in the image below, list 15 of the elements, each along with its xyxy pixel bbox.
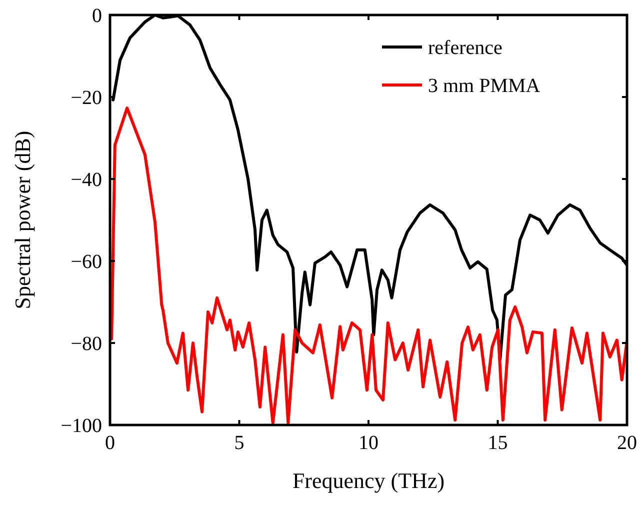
y-tick-label: −60 [70,251,102,273]
legend-label: 3 mm PMMA [428,75,541,97]
y-tick-label: 0 [92,5,102,27]
y-axis-title: Spectral power (dB) [10,130,35,310]
legend-label: reference [428,37,502,59]
x-tick-label: 15 [488,432,508,454]
x-axis-title: Frequency (THz) [292,468,445,493]
y-tick-label: −80 [70,333,102,355]
x-tick-label: 10 [358,432,378,454]
line-series [110,106,627,424]
y-tick-label: −40 [70,169,102,191]
x-tick-label: 5 [234,432,244,454]
y-tick-label: −20 [70,87,102,109]
y-tick-label: −100 [60,415,102,437]
x-tick-label: 20 [617,432,637,454]
